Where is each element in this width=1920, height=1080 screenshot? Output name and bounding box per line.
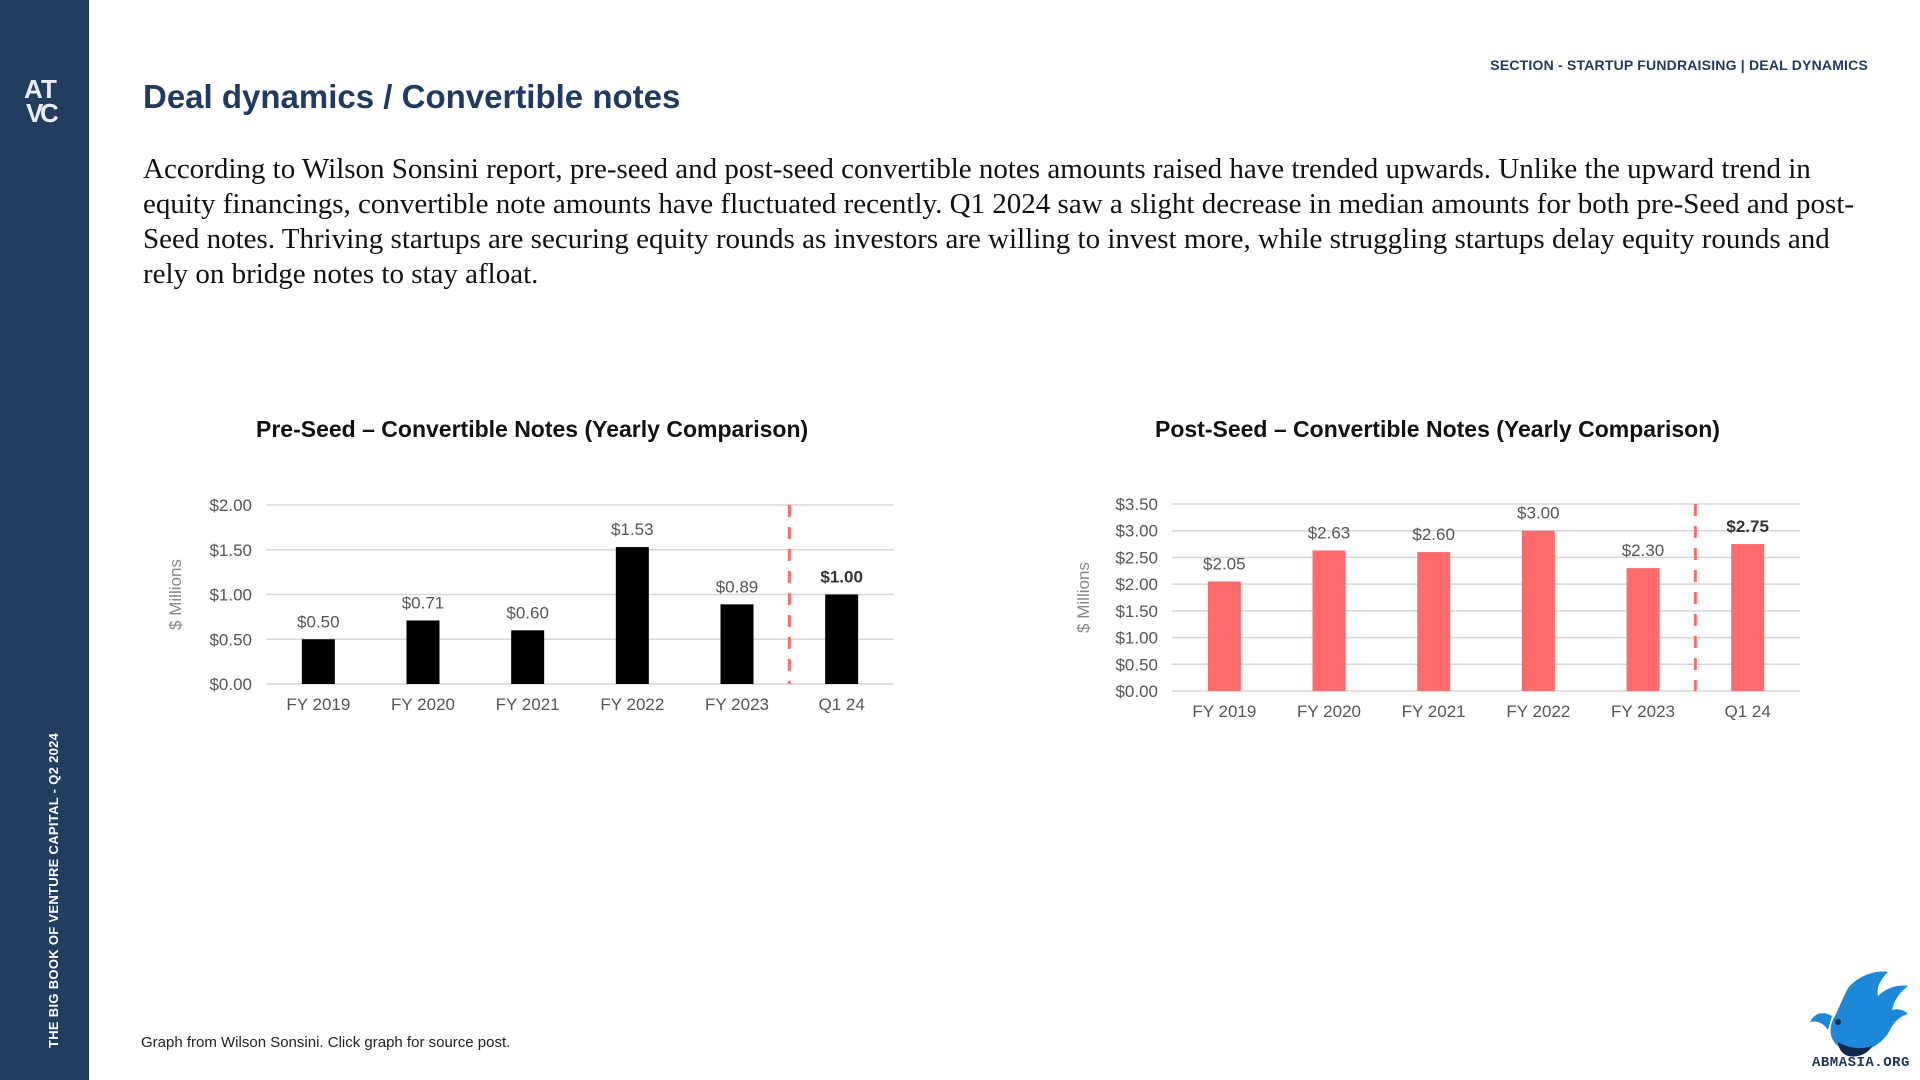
preseed-x-tick-label: FY 2023 xyxy=(705,695,769,714)
eagle-mascot-logo xyxy=(1810,971,1908,1057)
preseed-x-tick-label: Q1 24 xyxy=(819,695,865,714)
preseed-y-tick-label: $1.00 xyxy=(209,586,252,605)
logo-letter: A xyxy=(24,74,43,104)
logo-letter: T xyxy=(41,74,57,104)
preseed-bar xyxy=(511,630,545,684)
preseed-data-label: $0.60 xyxy=(506,603,549,622)
preseed-x-tick-label: FY 2022 xyxy=(600,695,664,714)
preseed-bar xyxy=(825,594,859,684)
intro-paragraph: According to Wilson Sonsini report, pre-… xyxy=(143,153,1855,290)
preseed-bar xyxy=(406,620,440,684)
atvc-logo: A T V C xyxy=(22,76,62,130)
preseed-x-tick-label: FY 2021 xyxy=(496,695,560,714)
preseed-bar xyxy=(301,639,335,684)
preseed-y-tick-label: $2.00 xyxy=(209,496,252,515)
preseed-data-label: $1.53 xyxy=(611,520,654,539)
preseed-y-axis-label: $ Millions xyxy=(166,559,185,630)
section-label: SECTION - STARTUP FUNDRAISING | DEAL DYN… xyxy=(1490,57,1868,73)
preseed-x-tick-label: FY 2020 xyxy=(391,695,455,714)
preseed-y-tick-label: $0.00 xyxy=(209,675,252,694)
logo-letter: V xyxy=(26,98,44,128)
watermark-text: ABMASIA.ORG xyxy=(1812,1055,1910,1071)
preseed-data-label: $0.89 xyxy=(716,577,759,596)
preseed-bar xyxy=(615,547,649,684)
preseed-y-tick-label: $0.50 xyxy=(209,630,252,649)
logo-letter: C xyxy=(40,98,59,128)
preseed-data-label: $0.50 xyxy=(297,612,340,631)
preseed-chart-title: Pre-Seed – Convertible Notes (Yearly Com… xyxy=(256,416,809,442)
source-footnote[interactable]: Graph from Wilson Sonsini. Click graph f… xyxy=(141,1034,511,1051)
preseed-bar xyxy=(720,604,754,684)
postseed-chart-title: Post-Seed – Convertible Notes (Yearly Co… xyxy=(1155,416,1720,442)
page-title: Deal dynamics / Convertible notes xyxy=(143,78,681,115)
preseed-x-tick-label: FY 2019 xyxy=(286,695,350,714)
preseed-data-label: $0.71 xyxy=(402,593,445,612)
preseed-y-tick-label: $1.50 xyxy=(209,541,252,560)
sidebar: A T V C THE BIG BOOK OF VENTURE CAPITAL … xyxy=(0,0,89,1080)
preseed-data-label: $1.00 xyxy=(820,568,863,587)
